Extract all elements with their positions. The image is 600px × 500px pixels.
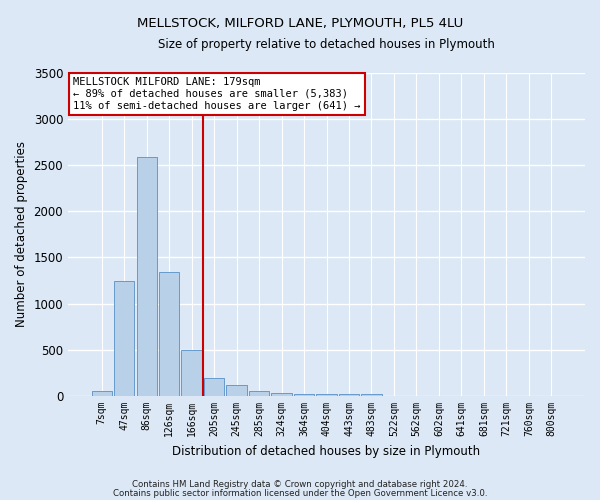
Bar	[137, 156, 157, 396]
Bar	[249, 390, 269, 396]
Bar	[204, 378, 224, 396]
Bar	[226, 386, 247, 396]
Bar	[114, 282, 134, 396]
Bar	[361, 394, 382, 396]
Bar	[181, 350, 202, 396]
Bar	[316, 394, 337, 396]
X-axis label: Distribution of detached houses by size in Plymouth: Distribution of detached houses by size …	[172, 444, 481, 458]
Text: MELLSTOCK, MILFORD LANE, PLYMOUTH, PL5 4LU: MELLSTOCK, MILFORD LANE, PLYMOUTH, PL5 4…	[137, 18, 463, 30]
Bar	[159, 272, 179, 396]
Text: Contains public sector information licensed under the Open Government Licence v3: Contains public sector information licen…	[113, 488, 487, 498]
Bar	[271, 393, 292, 396]
Text: Contains HM Land Registry data © Crown copyright and database right 2024.: Contains HM Land Registry data © Crown c…	[132, 480, 468, 489]
Y-axis label: Number of detached properties: Number of detached properties	[15, 142, 28, 328]
Title: Size of property relative to detached houses in Plymouth: Size of property relative to detached ho…	[158, 38, 495, 51]
Bar	[339, 394, 359, 396]
Bar	[92, 392, 112, 396]
Text: MELLSTOCK MILFORD LANE: 179sqm
← 89% of detached houses are smaller (5,383)
11% : MELLSTOCK MILFORD LANE: 179sqm ← 89% of …	[73, 78, 361, 110]
Bar	[294, 394, 314, 396]
